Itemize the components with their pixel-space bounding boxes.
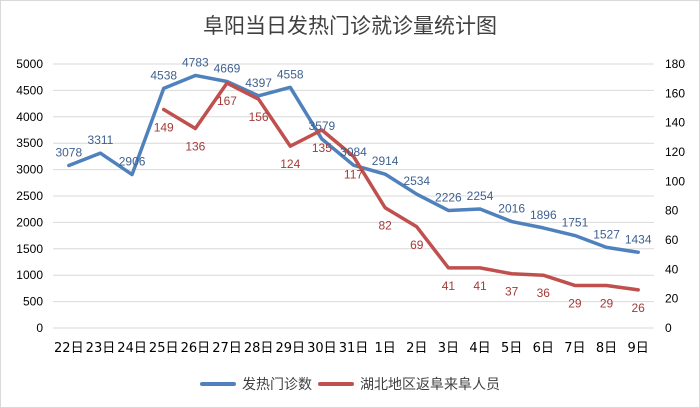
x-axis-tick: 9日: [628, 341, 649, 356]
data-label-blue: 4538: [150, 68, 177, 82]
left-axis-tick: 0: [36, 321, 43, 335]
data-label-red: 26: [632, 301, 646, 315]
x-axis-tick: 31日: [339, 341, 369, 356]
data-label-red: 156: [249, 110, 269, 124]
x-axis-tick: 27日: [212, 341, 242, 356]
right-axis-tick: 80: [665, 204, 679, 218]
left-axis-tick: 4500: [16, 83, 43, 97]
left-axis-tick: 3500: [16, 136, 43, 150]
data-label-blue: 2906: [119, 155, 146, 169]
chart-title: 阜阳当日发热门诊就诊量统计图: [203, 14, 497, 38]
left-axis-tick: 3000: [16, 163, 43, 177]
right-axis-tick: 160: [665, 86, 685, 100]
data-label-blue: 3579: [309, 119, 336, 133]
data-label-blue: 4669: [214, 61, 241, 75]
x-axis-tick: 28日: [244, 341, 274, 356]
left-axis-tick: 5000: [16, 57, 43, 71]
left-axis-tick: 2000: [16, 215, 43, 229]
data-label-red: 69: [410, 238, 424, 252]
left-axis-tick: 1000: [16, 268, 43, 282]
data-label-red: 136: [185, 140, 205, 154]
right-axis-tick: 180: [665, 57, 685, 71]
data-label-red: 29: [568, 296, 582, 310]
data-label-red: 149: [154, 120, 174, 134]
data-label-blue: 4558: [277, 67, 304, 81]
data-label-red: 41: [442, 279, 456, 293]
legend-item-fever-clinic: 发热门诊数: [200, 374, 312, 394]
series-line-fever-clinic: [67, 73, 640, 255]
data-label-blue: 4397: [245, 76, 272, 90]
right-axis-tick: 100: [665, 174, 685, 188]
data-label-blue: 3311: [88, 133, 114, 147]
right-axis-tick: 20: [665, 292, 679, 306]
data-label-blue: 2914: [372, 154, 399, 168]
legend-label: 发热门诊数: [242, 377, 312, 393]
data-label-red: 29: [600, 296, 614, 310]
right-axis-tick: 140: [665, 116, 685, 130]
x-axis-tick: 24日: [117, 341, 147, 356]
x-axis-tick: 30日: [307, 341, 337, 356]
legend-label: 湖北地区返阜来阜人员: [360, 377, 500, 393]
x-axis-tick: 7日: [564, 341, 585, 356]
right-axis-tick: 60: [665, 233, 679, 247]
data-label-blue: 4783: [182, 55, 209, 69]
data-label-red: 167: [217, 94, 237, 108]
data-label-red: 37: [505, 285, 519, 299]
data-label-red: 135: [312, 141, 332, 155]
right-axis-tick: 120: [665, 145, 685, 159]
x-axis-tick: 5日: [501, 341, 522, 356]
data-label-blue: 1527: [593, 227, 620, 241]
legend-swatch-blue-icon: [200, 382, 236, 386]
data-label-blue: 2534: [403, 174, 430, 188]
left-axis-tick: 500: [23, 295, 43, 309]
x-axis-tick: 3日: [438, 341, 459, 356]
right-axis-tick: 0: [665, 321, 672, 335]
data-label-red: 124: [280, 157, 300, 171]
left-axis-tick: 1500: [16, 242, 43, 256]
x-axis-tick: 29日: [275, 341, 305, 356]
chart-legend: 发热门诊数 湖北地区返阜来阜人员: [0, 374, 700, 394]
data-label-red: 117: [344, 167, 363, 181]
data-label-blue: 3084: [340, 145, 367, 159]
data-label-red: 82: [378, 219, 392, 233]
data-label-red: 36: [537, 286, 551, 300]
data-label-blue: 3078: [55, 145, 82, 159]
x-axis-tick: 26日: [181, 341, 211, 356]
x-axis-tick: 2日: [406, 341, 427, 356]
x-axis-tick: 4日: [469, 341, 490, 356]
left-axis-tick: 2500: [16, 189, 43, 203]
data-label-blue: 1896: [530, 208, 557, 222]
data-label-blue: 1434: [625, 232, 652, 246]
x-axis-tick: 23日: [86, 341, 116, 356]
x-axis-tick: 25日: [149, 341, 179, 356]
x-axis-tick: 1日: [374, 341, 395, 356]
x-axis-tick: 8日: [596, 341, 617, 356]
legend-item-hubei-arrivals: 湖北地区返阜来阜人员: [318, 374, 500, 394]
data-label-blue: 2226: [435, 190, 462, 204]
left-axis-tick: 4000: [16, 110, 43, 124]
series-line-hubei-arrivals: [161, 81, 640, 292]
data-label-blue: 1751: [562, 216, 589, 230]
data-label-blue: 2016: [498, 202, 525, 216]
x-axis-tick: 6日: [533, 341, 554, 356]
data-label-red: 41: [473, 279, 487, 293]
x-axis-tick: 22日: [54, 341, 84, 356]
right-axis-tick: 40: [665, 262, 679, 276]
data-label-blue: 2254: [467, 189, 494, 203]
legend-swatch-red-icon: [318, 382, 354, 386]
